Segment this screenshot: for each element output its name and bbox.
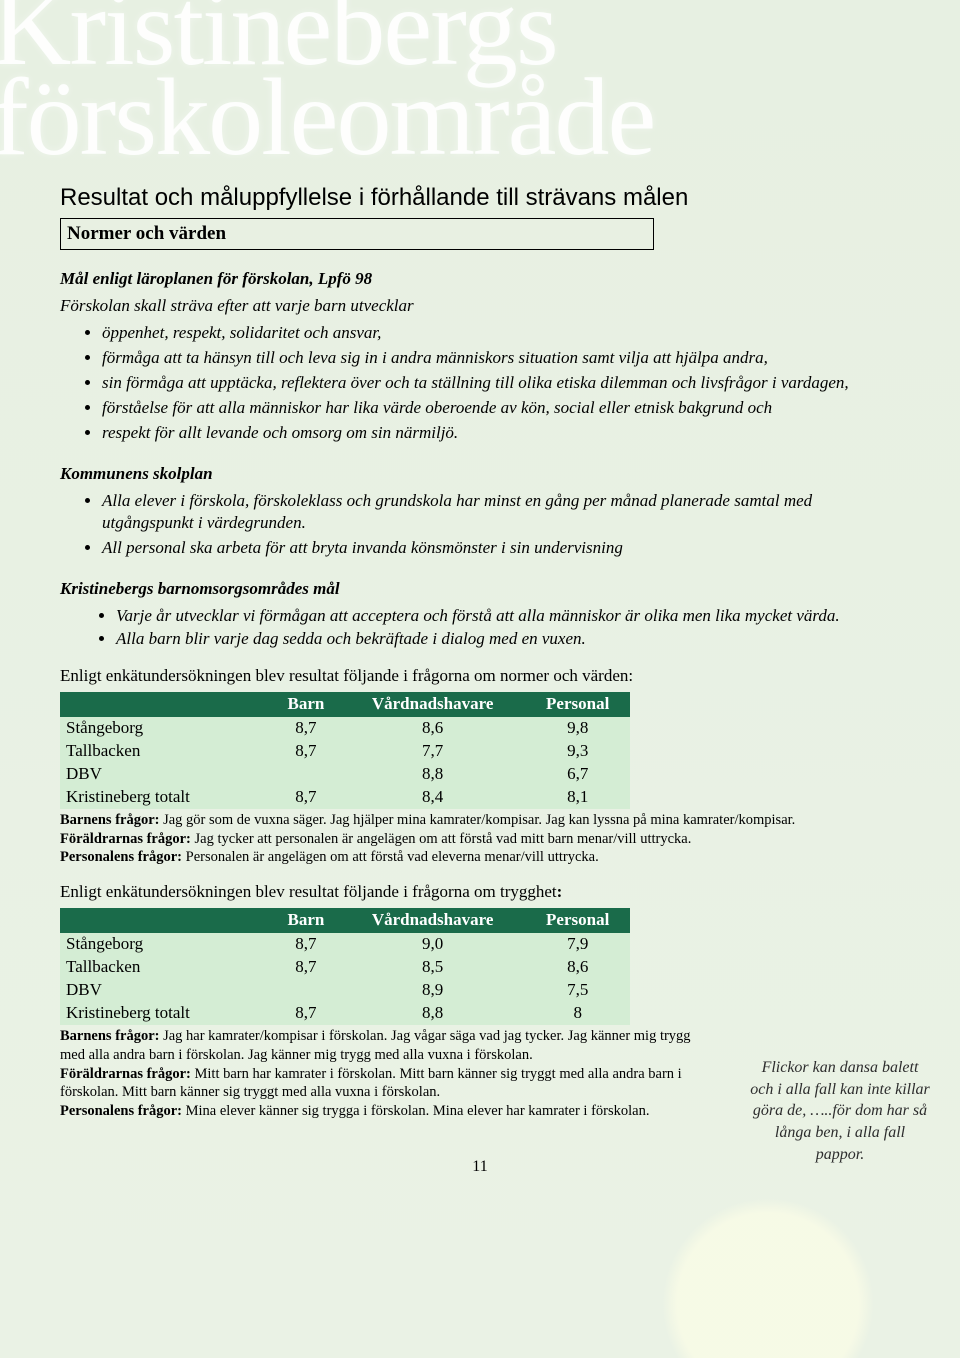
list-item: Varje år utvecklar vi förmågan att accep…	[116, 605, 900, 628]
goals-title: Mål enligt läroplanen för förskolan, Lpf…	[60, 268, 900, 291]
list-item: Alla barn blir varje dag sedda och bekrä…	[116, 628, 900, 651]
notes-label: Barnens frågor:	[60, 812, 159, 828]
skolplan-list: Alla elever i förskola, förskoleklass oc…	[60, 490, 900, 561]
table-row: DBV8,86,7	[60, 763, 630, 786]
th: Personal	[525, 692, 630, 717]
omrade-title: Kristinebergs barnomsorgsområdes mål	[60, 578, 900, 601]
th: Vårdnadshavare	[340, 908, 526, 933]
omrade-list: Varje år utvecklar vi förmågan att accep…	[60, 605, 900, 651]
table-row: Tallbacken8,78,58,6	[60, 956, 630, 979]
list-item: förståelse för att alla människor har li…	[102, 397, 900, 420]
th: Barn	[272, 908, 340, 933]
watermark: Kristinebergs förskoleområde	[0, 0, 654, 162]
watermark-l2: förskoleområde	[0, 56, 654, 178]
list-item: sin förmåga att upptäcka, reflektera öve…	[102, 372, 900, 395]
list-item: öppenhet, respekt, solidaritet och ansva…	[102, 322, 900, 345]
list-item: All personal ska arbeta för att bryta in…	[102, 537, 900, 560]
watermark-l1: Kristinebergs	[0, 0, 557, 88]
goals-intro: Förskolan skall sträva efter att varje b…	[60, 295, 900, 318]
th: Barn	[272, 692, 340, 717]
table1-intro: Enligt enkätundersökningen blev resultat…	[60, 665, 900, 688]
notes-label: Föräldrarnas frågor:	[60, 831, 191, 847]
notes-label: Föräldrarnas frågor:	[60, 1066, 191, 1082]
table-row: Stångeborg8,78,69,8	[60, 717, 630, 740]
table-row: DBV8,97,5	[60, 979, 630, 1002]
list-item: Alla elever i förskola, förskoleklass oc…	[102, 490, 900, 536]
th: Personal	[525, 908, 630, 933]
page-number: 11	[472, 1156, 487, 1178]
notes-label: Personalens frågor:	[60, 849, 182, 865]
th-blank	[60, 692, 272, 717]
goals-list: öppenhet, respekt, solidaritet och ansva…	[60, 322, 900, 445]
th: Vårdnadshavare	[340, 692, 526, 717]
table-row: Kristineberg totalt8,78,88	[60, 1002, 630, 1025]
table-trygghet: Barn Vårdnadshavare Personal Stångeborg8…	[60, 908, 630, 1025]
notes-label: Personalens frågor:	[60, 1103, 182, 1119]
table1-notes: Barnens frågor: Jag gör som de vuxna säg…	[60, 811, 900, 868]
skolplan-title: Kommunens skolplan	[60, 463, 900, 486]
table-row: Tallbacken8,77,79,3	[60, 740, 630, 763]
table-normer: Barn Vårdnadshavare Personal Stångeborg8…	[60, 692, 630, 809]
list-item: respekt för allt levande och omsorg om s…	[102, 422, 900, 445]
page-title: Resultat och måluppfyllelse i förhålland…	[60, 182, 900, 214]
table-row: Stångeborg8,79,07,9	[60, 933, 630, 956]
table-row: Kristineberg totalt8,78,48,1	[60, 786, 630, 809]
table2-intro: Enligt enkätundersökningen blev resultat…	[60, 881, 900, 904]
table2-notes: Barnens frågor: Jag har kamrater/kompisa…	[60, 1027, 700, 1121]
section-box: Normer och värden	[60, 218, 654, 250]
th-blank	[60, 908, 272, 933]
side-quote: Flickor kan dansa balett och i alla fall…	[750, 1057, 930, 1165]
list-item: förmåga att ta hänsyn till och leva sig …	[102, 347, 900, 370]
notes-label: Barnens frågor:	[60, 1028, 159, 1044]
